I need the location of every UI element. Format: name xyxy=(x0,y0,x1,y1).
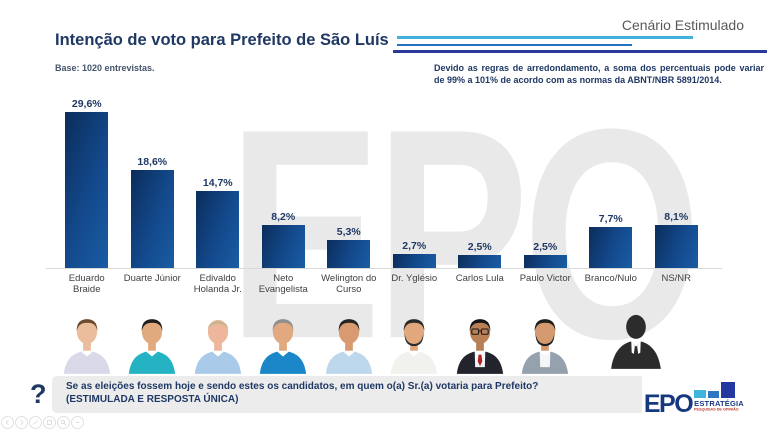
title-separator-lines xyxy=(393,36,767,53)
rounding-note: Devido as regras de arredondamento, a so… xyxy=(434,63,764,86)
bar-column: 2,5% xyxy=(447,241,513,268)
bar-value-label: 8,1% xyxy=(664,211,689,223)
category-label: Duarte Júnior xyxy=(123,273,181,284)
bar xyxy=(327,240,371,268)
magnifier-icon xyxy=(60,419,67,426)
bar xyxy=(523,255,567,268)
bar xyxy=(589,227,633,268)
bar-chart: 29,6% 18,6% 14,7% 8,2% 5,3% 2,7% 2,5% 2,5% 7,7% 8… xyxy=(54,0,709,268)
candidate-photo xyxy=(185,306,251,374)
separator-line-blue xyxy=(397,44,632,46)
pen-icon xyxy=(33,420,38,425)
bar-column: 8,2% xyxy=(251,211,317,268)
bar-value-label: 29,6% xyxy=(71,98,102,110)
grid-icon xyxy=(47,420,52,425)
logo-squares-icon xyxy=(694,382,766,398)
zoom-tool-button[interactable] xyxy=(57,416,70,429)
category-label: Edivaldo Holanda Jr. xyxy=(193,273,242,296)
category-label: Welington do Curso xyxy=(321,273,377,296)
category-label: Eduardo Braide xyxy=(68,273,105,296)
bar-value-label: 7,7% xyxy=(598,213,623,225)
bar-value-label: 2,5% xyxy=(533,241,558,253)
bar-value-label: 5,3% xyxy=(336,226,361,238)
bar-value-label: 14,7% xyxy=(202,177,233,189)
bar-value-label: 8,2% xyxy=(271,211,296,223)
pen-tool-button[interactable] xyxy=(29,416,42,429)
bar-column: 2,5% xyxy=(513,241,579,268)
bar-column: 18,6% xyxy=(120,156,186,268)
bar-value-label: 2,7% xyxy=(402,240,427,252)
separator-line-navy xyxy=(393,50,767,53)
bar-column: 2,7% xyxy=(382,240,448,268)
category-labels: Eduardo Braide Duarte Júnior Edivaldo Hola… xyxy=(54,273,709,296)
question-line-2: (ESTIMULADA E RESPOSTA ÚNICA) xyxy=(66,393,239,405)
bar xyxy=(392,254,436,268)
category-label: Dr. Yglésio xyxy=(391,273,438,284)
category-label: Paulo Victor xyxy=(519,273,571,284)
bar xyxy=(458,255,502,268)
epo-logo: EPO ESTRATÉGIA PESQUISAS DE OPINIÃO xyxy=(642,375,768,418)
scenario-label: Cenário Estimulado xyxy=(621,17,744,33)
category-label: NS/NR xyxy=(661,273,692,284)
chevron-right-icon xyxy=(20,420,24,425)
bar xyxy=(130,170,174,268)
see-all-slides-button[interactable] xyxy=(43,416,56,429)
sample-base-note: Base: 1020 entrevistas. xyxy=(55,63,155,73)
candidate-photo xyxy=(382,306,448,374)
bar-column: 7,7% xyxy=(578,213,644,268)
more-options-button[interactable] xyxy=(71,416,84,429)
page-title: Intenção de voto para Prefeito de São Lu… xyxy=(55,31,389,49)
candidate-photo xyxy=(251,306,317,374)
separator-line-cyan xyxy=(397,36,693,39)
next-slide-button[interactable] xyxy=(15,416,28,429)
slideshow-controls xyxy=(1,416,84,429)
candidate-photo xyxy=(316,306,382,374)
question-line-1: Se as eleições fossem hoje e sendo estes… xyxy=(66,381,539,392)
question-text: Se as eleições fossem hoje e sendo estes… xyxy=(66,381,538,406)
candidate-photo xyxy=(513,306,579,374)
candidate-photo xyxy=(120,306,186,374)
bar xyxy=(65,112,109,268)
bar xyxy=(261,225,305,268)
bar-column: 5,3% xyxy=(316,226,382,268)
chevron-left-icon xyxy=(5,420,9,425)
bar-value-label: 2,5% xyxy=(467,241,492,253)
bar-column: 8,1% xyxy=(644,211,710,268)
logo-subtitle: ESTRATÉGIA xyxy=(694,399,744,408)
candidate-photo xyxy=(54,306,120,374)
bar xyxy=(654,225,698,268)
bar-value-label: 18,6% xyxy=(137,156,168,168)
question-bar xyxy=(52,376,752,413)
question-mark-icon: ? xyxy=(30,379,47,409)
logo-wordmark: EPO xyxy=(643,389,694,418)
bar-column: 14,7% xyxy=(185,177,251,268)
x-axis-line xyxy=(46,268,722,269)
anonymous-silhouette-icon xyxy=(606,310,666,373)
minus-icon xyxy=(75,422,80,423)
previous-slide-button[interactable] xyxy=(1,416,14,429)
category-label: Carlos Lula xyxy=(455,273,504,284)
bar xyxy=(196,191,240,268)
candidate-photo xyxy=(447,306,513,374)
category-label: Neto Evangelista xyxy=(258,273,308,296)
category-label: Branco/Nulo xyxy=(584,273,637,284)
bar-column: 29,6% xyxy=(54,98,120,268)
candidate-photos xyxy=(54,306,709,374)
logo-tagline: PESQUISAS DE OPINIÃO xyxy=(694,408,739,412)
